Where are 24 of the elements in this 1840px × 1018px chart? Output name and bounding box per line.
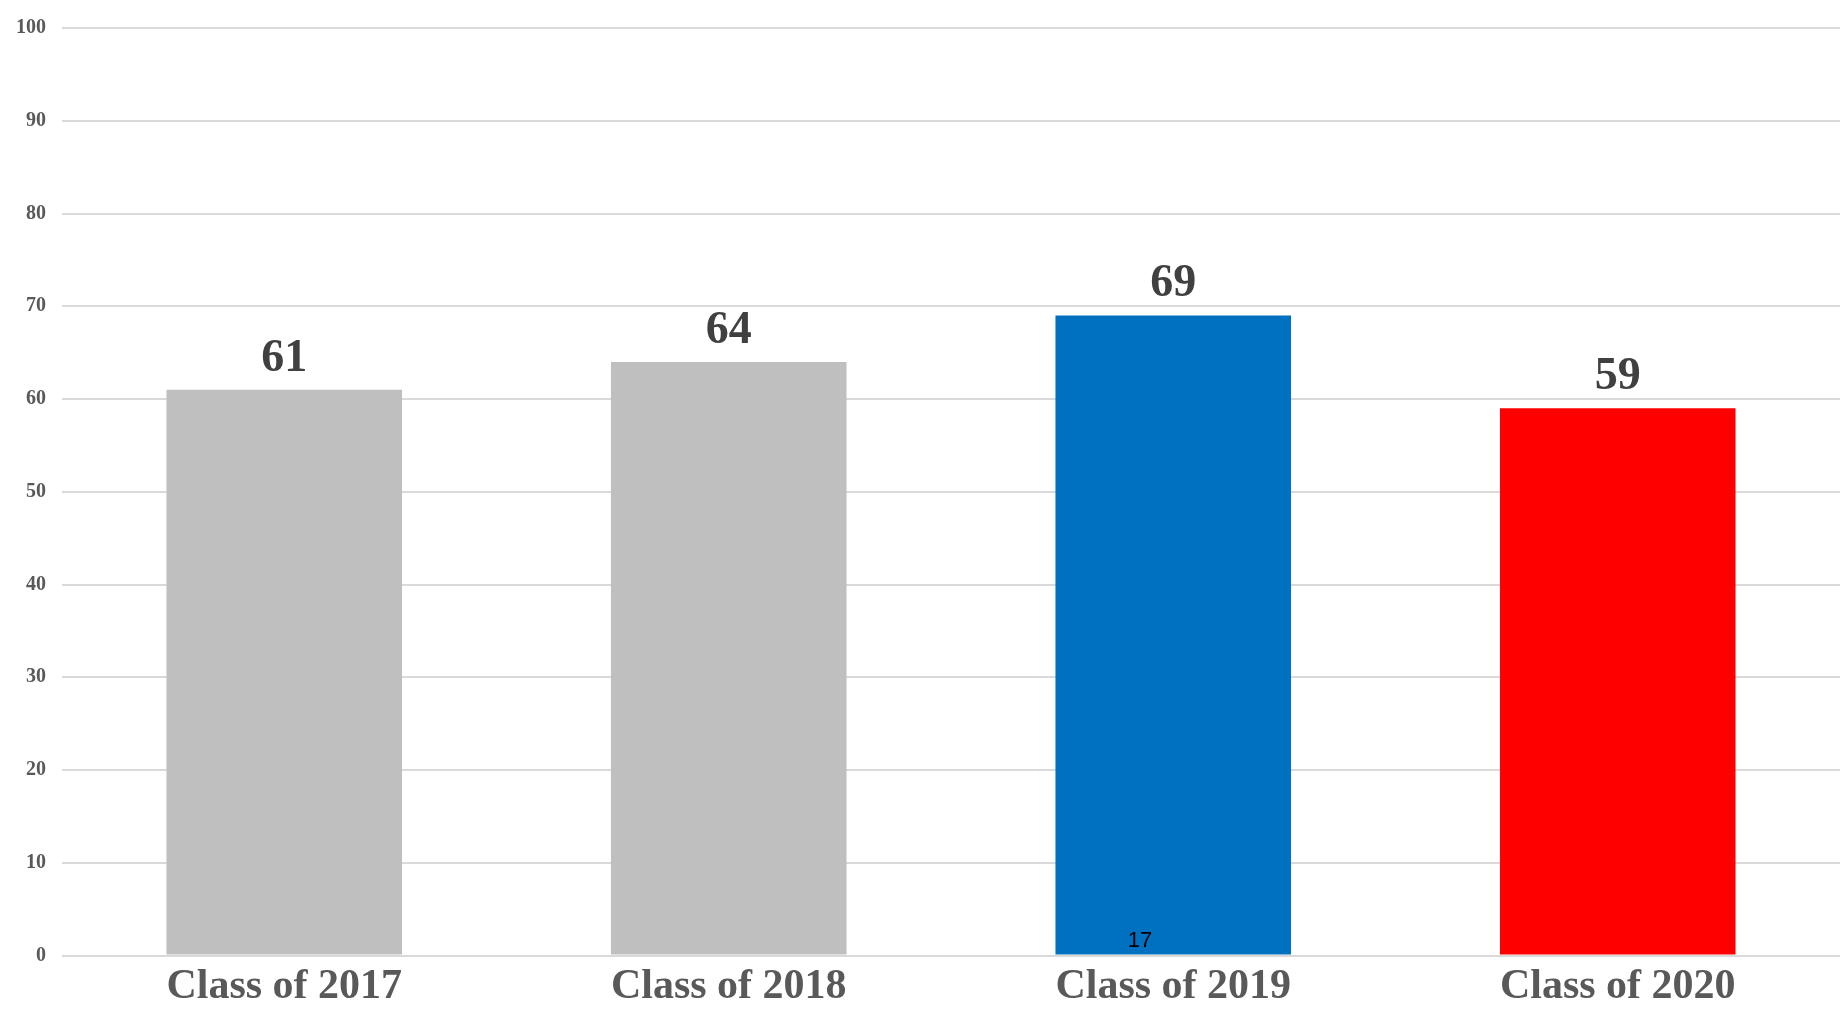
bar [610,361,847,955]
data-label: 59 [1594,348,1641,400]
y-tick-label: 40 [26,571,46,594]
y-tick-label: 100 [16,15,46,38]
y-tick-label: 60 [26,386,46,409]
y-tick-label: 90 [26,107,46,130]
y-tick-label: 80 [26,200,46,223]
x-tick-label: Class of 2019 [1055,960,1292,1007]
data-label: 64 [705,301,752,353]
y-tick-label: 70 [26,293,46,316]
x-tick-label: Class of 2020 [1499,960,1736,1007]
bar [166,389,403,955]
y-tick-label: 30 [26,664,46,687]
bar [1055,315,1292,955]
x-tick-label: Class of 2018 [610,960,847,1007]
bar [1499,408,1736,955]
y-tick-label: 20 [26,757,46,780]
y-tick-label: 0 [36,942,46,965]
y-tick-label: 10 [26,850,46,873]
data-label: 61 [261,329,308,381]
y-tick-label: 50 [26,478,46,501]
annotation: 17 [1127,927,1153,953]
data-label: 69 [1150,255,1197,307]
x-tick-label: Class of 2017 [166,960,403,1007]
